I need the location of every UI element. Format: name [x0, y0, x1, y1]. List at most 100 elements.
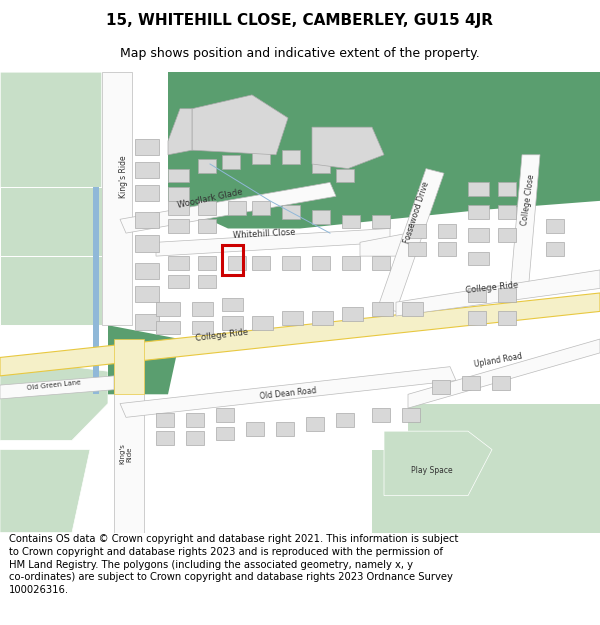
Bar [252, 150, 270, 164]
Polygon shape [156, 229, 390, 256]
Polygon shape [120, 182, 336, 233]
Bar [336, 412, 354, 426]
Bar [168, 219, 189, 233]
Text: Whitehill Close: Whitehill Close [232, 228, 296, 240]
Polygon shape [408, 339, 600, 408]
Text: Map shows position and indicative extent of the property.: Map shows position and indicative extent… [120, 48, 480, 61]
Bar [135, 263, 159, 279]
Text: King's Ride: King's Ride [119, 156, 128, 198]
Bar [306, 418, 324, 431]
Bar [438, 242, 456, 256]
Bar [312, 256, 330, 270]
Bar [198, 256, 216, 270]
Text: Old Green Lane: Old Green Lane [27, 379, 81, 391]
Bar [498, 311, 516, 325]
Text: 15, WHITEHILL CLOSE, CAMBERLEY, GU15 4JR: 15, WHITEHILL CLOSE, CAMBERLEY, GU15 4JR [107, 12, 493, 28]
Polygon shape [93, 187, 99, 394]
Polygon shape [114, 339, 144, 394]
Text: Old Dean Road: Old Dean Road [259, 386, 317, 401]
Bar [222, 316, 243, 330]
Bar [372, 214, 390, 229]
Bar [312, 159, 330, 173]
Bar [135, 236, 159, 251]
Bar [192, 302, 213, 316]
Bar [186, 431, 204, 445]
Bar [468, 182, 489, 196]
Bar [186, 412, 204, 426]
Bar [135, 162, 159, 178]
Text: Play Space: Play Space [411, 466, 453, 474]
Bar [372, 302, 393, 316]
Bar [546, 242, 564, 256]
Text: College Ride: College Ride [195, 328, 249, 343]
Bar [222, 244, 243, 274]
Bar [336, 169, 354, 182]
Polygon shape [102, 72, 132, 325]
Bar [468, 311, 486, 325]
Bar [498, 229, 516, 242]
Polygon shape [168, 109, 192, 155]
Polygon shape [378, 169, 444, 311]
Polygon shape [312, 127, 384, 169]
Polygon shape [0, 72, 108, 325]
Bar [372, 256, 390, 270]
Bar [246, 422, 264, 436]
Bar [135, 286, 159, 302]
Bar [468, 251, 489, 266]
Bar [492, 376, 510, 390]
Text: Woodlark Glade: Woodlark Glade [176, 187, 244, 210]
Bar [312, 210, 330, 224]
Bar [498, 288, 516, 302]
Polygon shape [0, 256, 102, 325]
Text: Contains OS data © Crown copyright and database right 2021. This information is : Contains OS data © Crown copyright and d… [9, 534, 458, 595]
Bar [168, 169, 189, 182]
Text: College Ride: College Ride [465, 281, 519, 295]
Bar [198, 201, 216, 214]
Polygon shape [384, 431, 492, 496]
Bar [468, 206, 489, 219]
Bar [498, 206, 516, 219]
Text: College Close: College Close [520, 174, 536, 226]
Polygon shape [510, 155, 540, 293]
Polygon shape [108, 325, 180, 394]
Bar [282, 206, 300, 219]
Bar [198, 219, 216, 233]
Bar [276, 422, 294, 436]
Bar [168, 274, 189, 288]
Bar [342, 307, 363, 321]
Polygon shape [372, 449, 600, 532]
Bar [342, 214, 360, 229]
Bar [468, 288, 486, 302]
Bar [198, 159, 216, 173]
Text: Upland Road: Upland Road [473, 351, 523, 369]
Bar [168, 187, 189, 201]
Bar [252, 316, 273, 330]
Bar [342, 256, 360, 270]
Bar [156, 412, 174, 426]
Bar [216, 426, 234, 441]
Bar [135, 139, 159, 155]
Bar [546, 219, 564, 233]
Bar [198, 274, 216, 288]
Bar [252, 201, 270, 214]
Polygon shape [114, 357, 144, 532]
Bar [222, 155, 240, 169]
Bar [402, 302, 423, 316]
Bar [312, 311, 333, 325]
Bar [168, 201, 189, 214]
Text: King's
Ride: King's Ride [119, 444, 133, 464]
Bar [282, 311, 303, 325]
Bar [468, 229, 489, 242]
Text: Fossewood Drive: Fossewood Drive [403, 180, 431, 244]
Polygon shape [0, 449, 90, 532]
Bar [372, 408, 390, 422]
Polygon shape [0, 376, 114, 399]
Bar [402, 408, 420, 422]
Bar [156, 321, 180, 334]
Bar [432, 381, 450, 394]
Bar [252, 256, 270, 270]
Polygon shape [192, 95, 288, 155]
Bar [282, 150, 300, 164]
Bar [228, 256, 246, 270]
Polygon shape [0, 293, 600, 376]
